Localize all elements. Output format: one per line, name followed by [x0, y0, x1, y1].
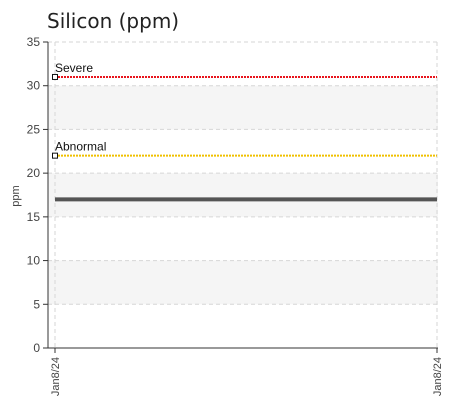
- y-tick-label: 25: [27, 122, 41, 136]
- severe-marker: [52, 73, 58, 80]
- y-tick-label: 30: [27, 79, 41, 93]
- abnormal-marker: [52, 152, 58, 159]
- severe-label: Severe: [55, 61, 93, 75]
- y-tick-label: 35: [27, 35, 41, 49]
- plot-band: [48, 173, 438, 217]
- y-axis-label: ppm: [10, 185, 22, 206]
- x-ticks: Jan8/24 Jan8/24: [50, 348, 444, 396]
- y-ticks: 0 5 10 15 20 25 30 35: [27, 35, 48, 355]
- y-tick-label: 0: [33, 341, 40, 355]
- plot-bands: [48, 85, 438, 305]
- x-tick-label: Jan8/24: [50, 357, 62, 396]
- grid-lines: [48, 41, 438, 348]
- plot-band: [48, 260, 438, 305]
- abnormal-label: Abnormal: [55, 140, 106, 154]
- series-lines: Severe Abnormal: [52, 61, 437, 202]
- chart-title: Silicon (ppm): [47, 9, 179, 33]
- plot-band: [48, 85, 438, 130]
- y-tick-label: 15: [27, 210, 41, 224]
- y-tick-label: 5: [33, 297, 40, 311]
- y-tick-label: 10: [27, 254, 41, 268]
- x-tick-label: Jan8/24: [432, 357, 444, 396]
- axes: [47, 42, 438, 349]
- y-tick-label: 20: [27, 166, 41, 180]
